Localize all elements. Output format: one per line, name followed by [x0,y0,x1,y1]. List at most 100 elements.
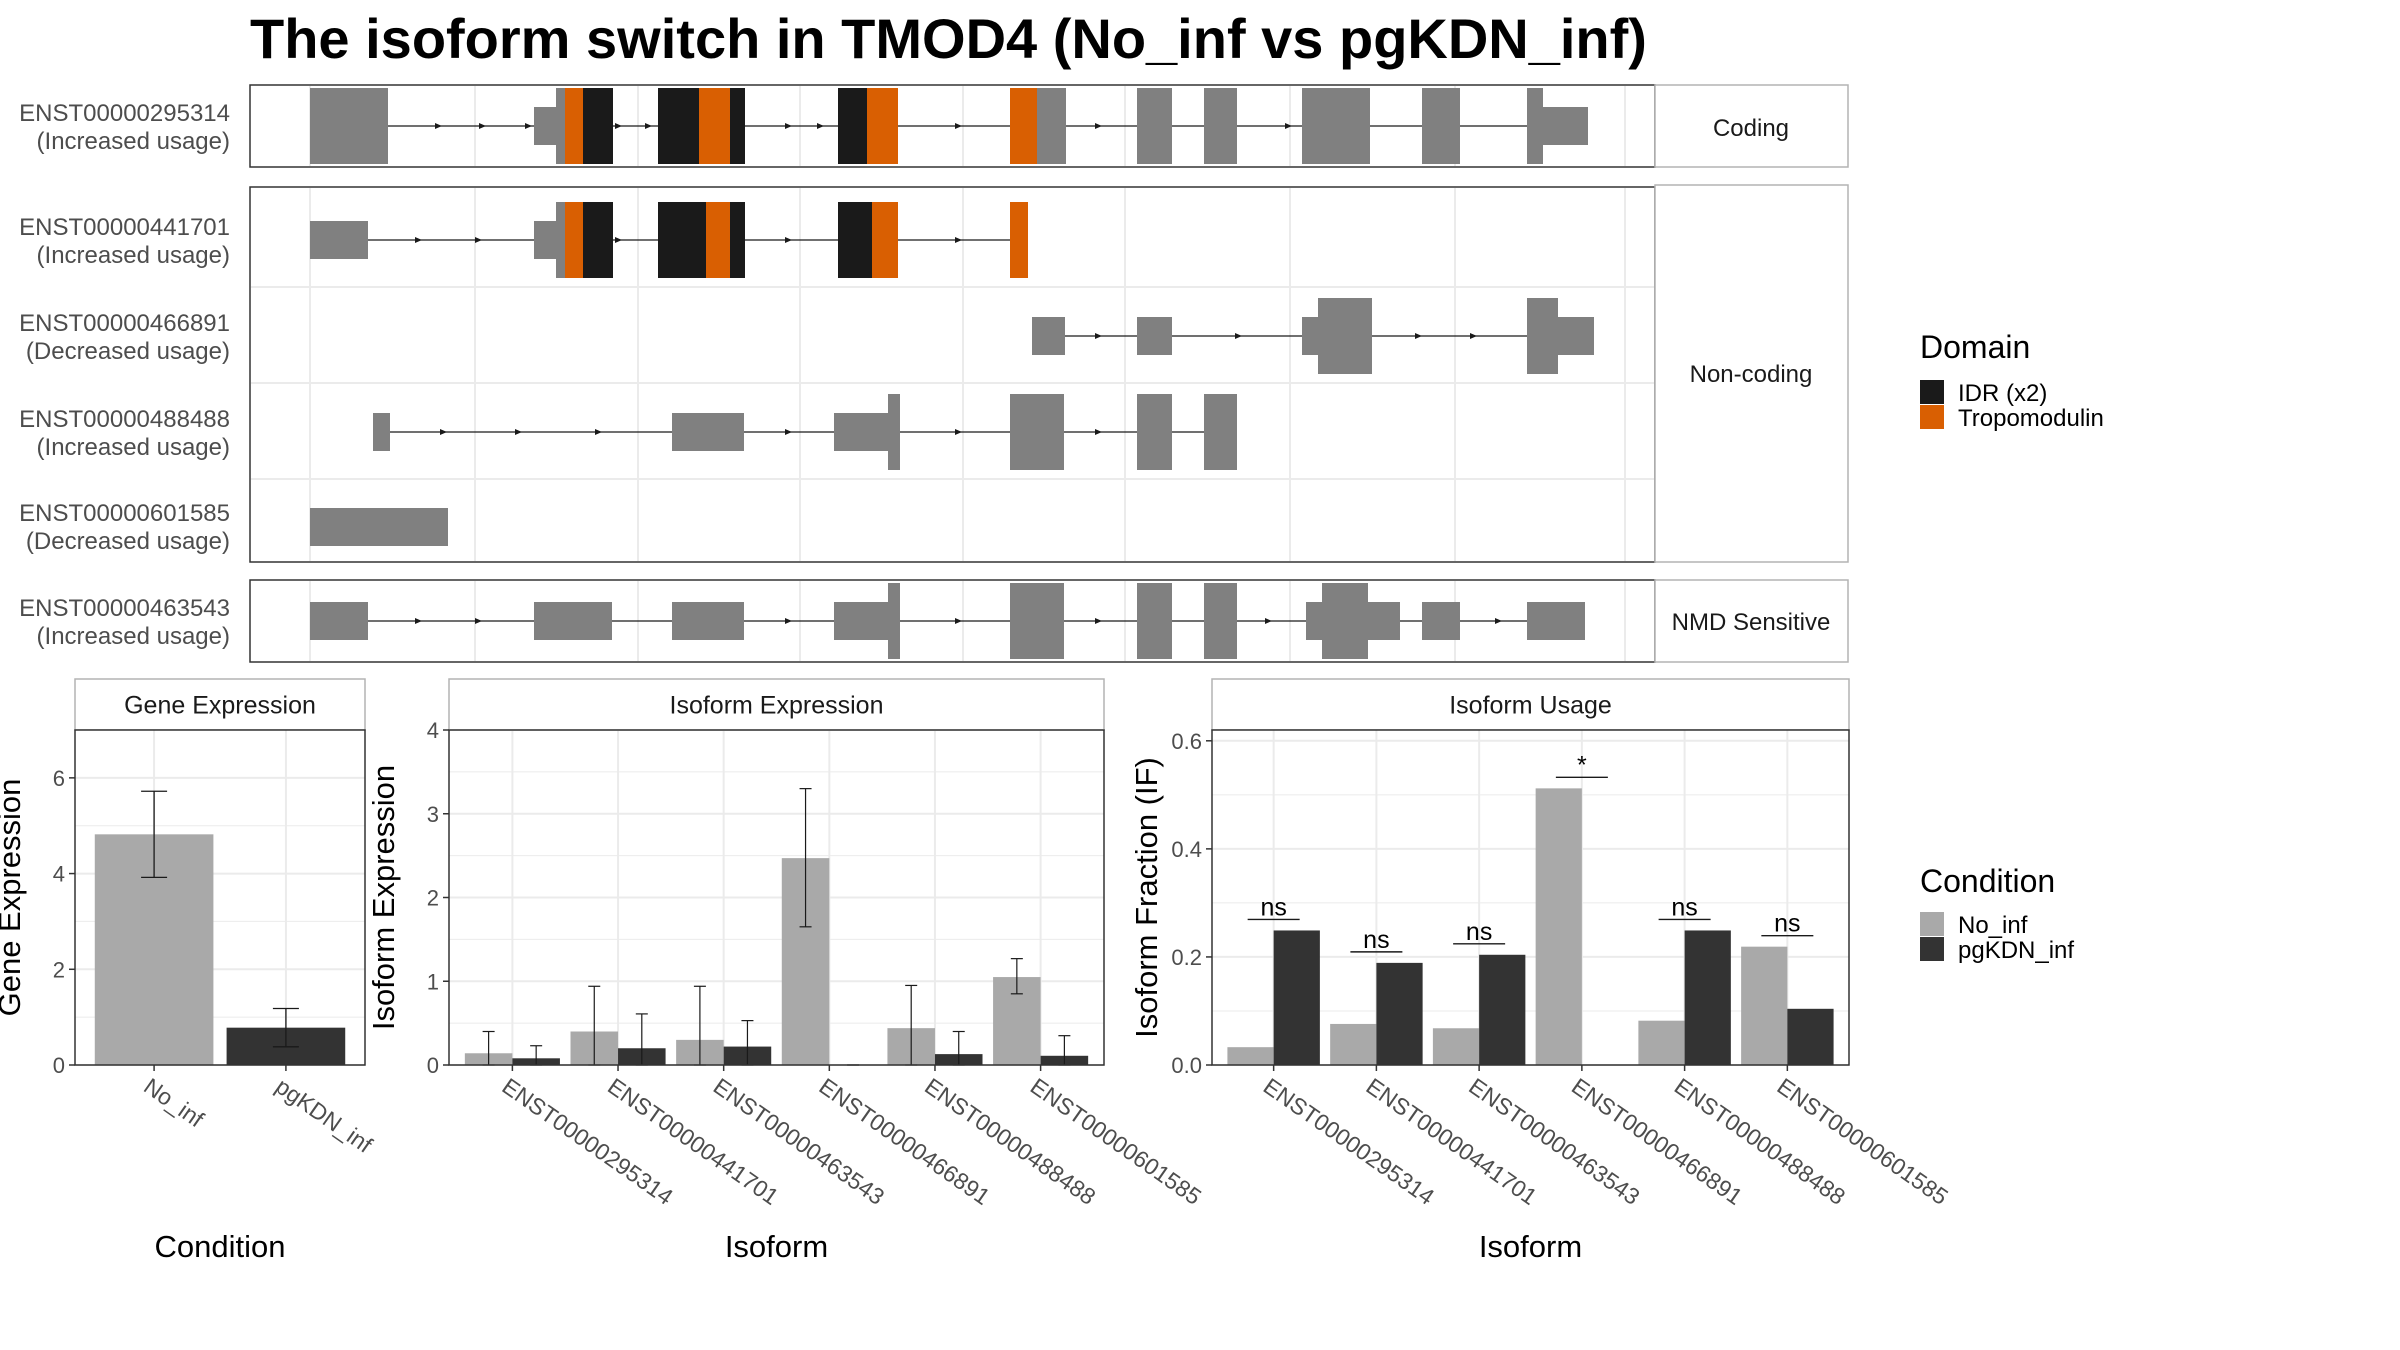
tropomodulin-domain [867,88,898,164]
significance-label: ns [1466,918,1492,946]
legend-label-tropomodulin: Tropomodulin [1958,405,2104,432]
exon [1137,317,1172,355]
legend-swatch-pgkdn-inf [1920,937,1944,961]
row-label-usage-5: (Decreased usage) [26,528,230,555]
non-coding-panel-background [249,186,1656,563]
bar [1227,1047,1274,1065]
strand-arrow [955,429,962,435]
strand-arrow [1495,618,1502,624]
panel-strip [1211,678,1850,731]
transcript-structure-panels: Coding Non-coding NMD Sensitive ENST0000… [19,84,1849,663]
row-label-usage-1: (Increased usage) [37,128,230,155]
exon [1527,602,1585,640]
tropomodulin-domain [565,202,583,278]
y-axis-title: Isoform Fraction (IF) [1129,757,1164,1038]
legend-swatch-idr [1920,380,1944,404]
strip-nmd-sensitive [1654,579,1849,663]
strand-arrow [1095,333,1102,339]
exon [310,88,388,164]
y-tick-label: 0 [427,1053,439,1078]
exon [1204,88,1237,164]
x-axis-title: Condition [155,1229,286,1264]
exon [1543,107,1588,145]
row-label-id-5: ENST00000601585 [19,500,230,527]
strand-arrow [1095,429,1102,435]
strip-label-non-coding: Non-coding [1690,361,1813,388]
strand-arrow [415,237,422,243]
bar [1376,962,1423,1065]
tropomodulin-domain [1010,202,1028,278]
strand-arrow [479,123,486,129]
bar [1787,1008,1834,1065]
y-tick-label: 0.2 [1171,945,1202,970]
exon [1558,317,1594,355]
strip-label-nmd-sensitive: NMD Sensitive [1672,609,1831,636]
exon [1302,317,1318,355]
y-tick-label: 0.0 [1171,1053,1202,1078]
exon [1010,394,1064,470]
domain-legend-title: Domain [1920,329,2030,365]
bar [1535,788,1582,1065]
strand-arrow [475,237,482,243]
y-tick-label: 4 [427,718,439,743]
exon [1137,88,1172,164]
exon [1368,602,1400,640]
exon [672,602,744,640]
idr-domain [658,88,699,164]
y-tick-label: 0.4 [1171,837,1202,862]
strand-arrow [1095,123,1102,129]
exon [1422,602,1460,640]
strand-arrow [525,123,532,129]
panel-title: Isoform Usage [1449,692,1612,720]
legend-label-pgkdn-inf: pgKDN_inf [1958,937,2074,964]
exon [1032,317,1065,355]
panel-strip [74,678,366,731]
exon [556,202,565,278]
exon [1037,88,1066,164]
row-label-id-1: ENST00000295314 [19,100,230,127]
panel-title: Isoform Expression [670,692,884,720]
exon [534,221,556,259]
tropomodulin-domain [699,88,730,164]
strand-arrow [415,618,422,624]
exon [1322,583,1368,659]
strand-arrow [475,618,482,624]
row-label-id-6: ENST00000463543 [19,595,230,622]
bar [1273,930,1320,1065]
idr-domain [730,88,745,164]
strand-arrow [955,618,962,624]
strip-non-coding [1654,184,1849,563]
exon [888,583,900,659]
bar [1684,930,1731,1065]
strand-arrow [785,123,792,129]
exon [534,602,612,640]
y-tick-label: 3 [427,802,439,827]
row-label-id-4: ENST00000488488 [19,406,230,433]
exon [556,88,565,164]
tropomodulin-domain [872,202,898,278]
exon [1010,583,1064,659]
exon [1204,394,1237,470]
strand-arrow [785,429,792,435]
exon [1306,602,1322,640]
y-tick-label: 2 [427,886,439,911]
exon [834,413,888,451]
legend-swatch-no-inf [1920,912,1944,936]
significance-label: * [1577,751,1587,779]
strand-arrow [645,123,652,129]
strand-arrow [1265,618,1272,624]
x-axis-title: Isoform [1479,1229,1582,1264]
strand-arrow [1285,123,1292,129]
y-tick-label: 1 [427,969,439,994]
strand-arrow [955,123,962,129]
idr-domain [583,202,613,278]
panel-strip [448,678,1105,731]
condition-legend: Condition No_inf pgKDN_inf [1920,863,2074,964]
idr-domain [838,88,867,164]
significance-label: ns [1671,893,1697,921]
y-tick-label: 0 [53,1053,65,1078]
y-tick-label: 4 [53,862,65,887]
x-axis-title: Isoform [725,1229,828,1264]
